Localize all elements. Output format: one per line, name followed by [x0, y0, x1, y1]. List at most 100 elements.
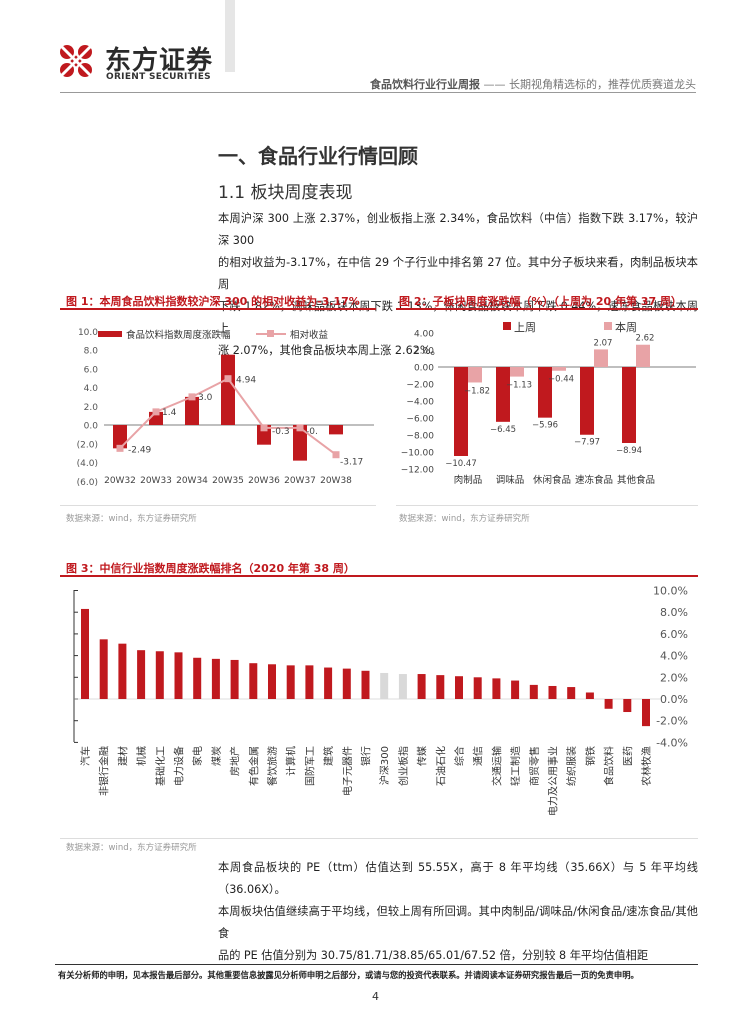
- bar: [454, 367, 468, 456]
- data-label: 1.4: [162, 408, 177, 418]
- figure1-bottom-rule: [60, 505, 376, 506]
- figure3-bottom-rule: [60, 838, 698, 839]
- paragraph-line: 的相对收益为-3.17%，在中信 29 个子行业中排名第 27 位。其中分子板块…: [218, 256, 698, 291]
- x-tick-label: 休闲食品: [533, 474, 571, 486]
- paragraph-valuation: 本周食品板块的 PE（ttm）估值达到 55.55X，高于 8 年平均线（35.…: [218, 857, 698, 967]
- x-tick-label: 餐饮旅游: [266, 746, 279, 786]
- x-tick-label: 沪深300: [378, 746, 391, 785]
- x-tick-label: 房地产: [229, 746, 242, 776]
- bar: [529, 684, 538, 699]
- line-marker: [116, 444, 124, 452]
- figure1-title-rule: [60, 308, 376, 310]
- figure1-chart: 食品饮料指数周度涨跌幅 相对收益 10.0 8.0 6.0 4.0 2.0 0.0 (2.0) (…: [77, 328, 374, 488]
- data-label: 2.07: [594, 338, 613, 348]
- bar: [193, 657, 202, 699]
- x-tick-label: 国防军工: [303, 746, 316, 786]
- x-tick-label: 20W38: [320, 476, 352, 486]
- y-tick-label: 0.0: [84, 422, 99, 432]
- figure2-source: 数据来源：wind，东方证券研究所: [399, 514, 530, 524]
- x-tick-label: 建筑: [322, 746, 335, 766]
- legend-swatch: [98, 331, 122, 337]
- data-label: 4.94: [236, 376, 256, 386]
- section-subtitle: 1.1 板块周度表现: [218, 183, 353, 203]
- bar: [324, 667, 333, 699]
- y-tick-label: -2.0%: [656, 715, 688, 728]
- logo-text-en: ORIENT SECURITIES: [106, 72, 211, 82]
- paragraph-line: 本周板块估值继续高于平均线，但较上周有所回调。其中肉制品/调味品/休闲食品/速冻…: [218, 905, 698, 940]
- x-tick-label: 20W33: [140, 476, 172, 486]
- bar: [538, 367, 552, 418]
- orient-logo-icon: [59, 44, 93, 78]
- bar: [99, 639, 108, 699]
- legend-swatch: [604, 322, 612, 330]
- data-label: −0.44: [548, 375, 574, 385]
- bar: [604, 699, 613, 709]
- data-label: −10.47: [445, 459, 476, 469]
- line-marker: [224, 375, 232, 383]
- x-tick-label: 交通运输: [490, 746, 503, 786]
- x-tick-label: 纺织服装: [565, 746, 578, 786]
- bar: [552, 367, 566, 371]
- bar: [293, 425, 307, 461]
- bar: [113, 425, 127, 449]
- figure1-source: 数据来源：wind，东方证券研究所: [66, 514, 197, 524]
- bar: [567, 687, 576, 699]
- x-tick-label: 汽车: [79, 746, 92, 766]
- bar: [185, 396, 199, 425]
- footer-disclaimer: 有关分析师的申明，见本报告最后部分。其他重要信息披露见分析师申明之后部分，或请与…: [58, 970, 639, 980]
- legend-label: 相对收益: [290, 329, 329, 341]
- bar: [455, 676, 463, 699]
- data-label: −6.45: [490, 425, 516, 435]
- legend-swatch: [503, 322, 511, 330]
- x-tick-label: 农林牧渔: [640, 746, 653, 786]
- figure2-title-rule: [396, 308, 698, 310]
- bar: [155, 651, 164, 699]
- report-type: 食品饮料行业行业周报: [370, 78, 480, 91]
- figure3-title: 图 3：中信行业指数周度涨跌幅排名（2020 年第 38 周）: [66, 562, 355, 575]
- bar: [417, 674, 426, 699]
- data-label: -0.3: [272, 427, 290, 437]
- x-tick-label: 20W34: [176, 476, 208, 486]
- bar: [361, 670, 370, 699]
- bar: [268, 664, 276, 699]
- x-tick-label: 基础化工: [154, 746, 167, 786]
- figure3-title-rule: [60, 575, 698, 577]
- line-marker: [188, 393, 196, 401]
- y-tick-label: 0.0%: [660, 693, 688, 706]
- x-tick-label: 综合: [453, 746, 466, 766]
- x-tick-label: 20W36: [248, 476, 280, 486]
- y-tick-label: 4.0: [84, 384, 99, 394]
- y-tick-label: 6.0: [84, 365, 99, 375]
- section-title: 一、食品行业行情回顾: [218, 144, 418, 168]
- y-tick-label: −10.00: [401, 449, 435, 459]
- line-marker: [152, 408, 160, 416]
- bar: [436, 675, 445, 699]
- line-marker: [296, 424, 304, 432]
- bar: [286, 665, 295, 699]
- header-decor-bar: [225, 0, 235, 72]
- y-tick-label: −4.00: [406, 398, 434, 408]
- x-tick-label: 20W35: [212, 476, 244, 486]
- legend-label: 本周: [615, 320, 637, 334]
- data-label: -0.: [306, 427, 318, 437]
- y-tick-label: 8.0%: [660, 606, 688, 619]
- figure3-chart: 10.0% 8.0% 6.0% 4.0% 2.0% 0.0% -2.0% -4.0% 汽车 非银行…: [73, 585, 688, 816]
- y-tick-label: 6.0%: [660, 628, 688, 641]
- x-tick-label: 电子元器件: [341, 746, 354, 796]
- data-label: −1.13: [506, 381, 532, 391]
- y-tick-label: 10.0%: [653, 585, 688, 598]
- data-label: −1.82: [464, 386, 490, 396]
- bar: [174, 652, 183, 699]
- bar: [468, 367, 482, 383]
- x-tick-label: 建材: [116, 746, 129, 766]
- y-tick-label: 2.0%: [660, 671, 688, 684]
- x-tick-label: 20W37: [284, 476, 316, 486]
- data-label: -3.17: [340, 458, 363, 468]
- x-tick-label: 20W32: [104, 476, 136, 486]
- figure3-source: 数据来源：wind，东方证券研究所: [66, 843, 197, 853]
- x-tick-label: 银行: [360, 746, 373, 766]
- y-tick-label: −12.00: [401, 466, 435, 476]
- data-label: −7.97: [574, 438, 600, 448]
- bar: [81, 608, 89, 699]
